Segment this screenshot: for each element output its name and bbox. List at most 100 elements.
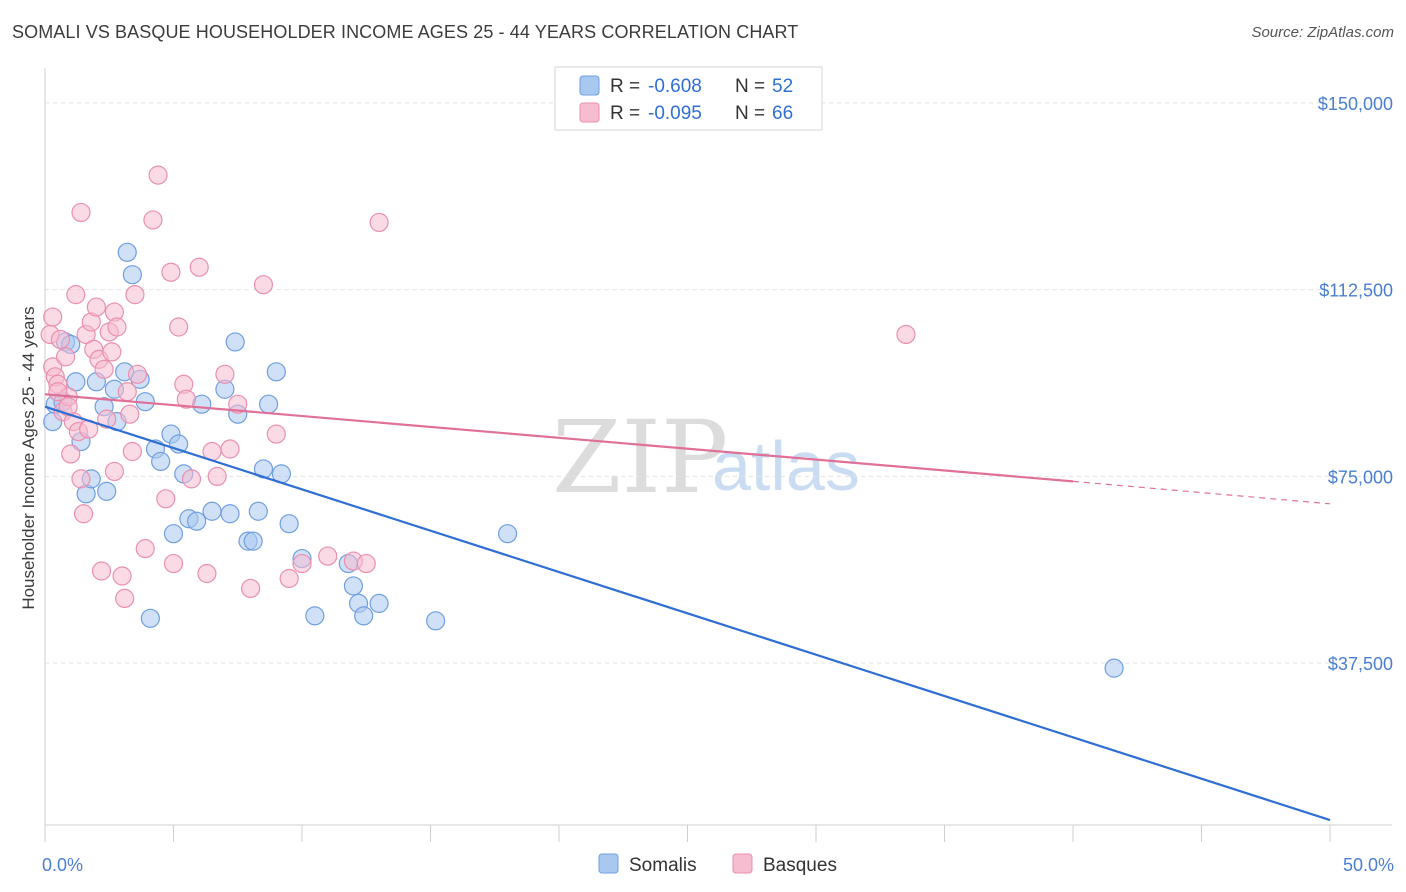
data-point (122, 265, 142, 285)
data-point (266, 424, 286, 444)
grid-lines (45, 102, 1392, 664)
data-point (202, 501, 222, 521)
data-point (248, 501, 268, 521)
axes (44, 68, 1392, 842)
data-point (356, 553, 376, 574)
data-point (292, 553, 312, 574)
bottom-legend-label-basques: Basques (763, 855, 837, 876)
data-point (369, 212, 389, 233)
data-point (91, 561, 112, 581)
data-point (104, 461, 124, 482)
data-point (318, 546, 338, 566)
legend-n-value-somalis: 52 (772, 76, 793, 97)
legend-n-label-somalis: N = (735, 76, 765, 97)
data-point (243, 531, 263, 551)
data-point (176, 389, 196, 409)
data-point (161, 262, 181, 282)
data-point (58, 397, 78, 417)
data-point (220, 504, 240, 524)
data-point (127, 364, 148, 384)
data-point (253, 275, 274, 295)
data-point (117, 382, 137, 402)
data-point (117, 242, 137, 262)
trend-line-somalis (44, 405, 1331, 822)
data-point (197, 563, 217, 584)
data-point (220, 439, 240, 459)
data-point (73, 504, 94, 524)
data-point (163, 553, 184, 574)
data-point (305, 606, 325, 626)
y-tick-label: $150,000 (1318, 94, 1393, 114)
legend: R = -0.608 N = 52 R = -0.095 N = 66 (554, 66, 823, 131)
data-point (369, 593, 389, 613)
trend-line-extension-basques (1072, 480, 1331, 505)
data-point (896, 324, 916, 345)
trend-line-basques (44, 393, 1074, 483)
bottom-legend-swatch-somalis (598, 853, 619, 874)
legend-r-value-somalis: -0.608 (648, 76, 702, 97)
legend-r-label-basques: R = (610, 103, 640, 124)
data-point (241, 578, 261, 599)
legend-n-value-basques: 66 (772, 103, 793, 124)
legend-box (554, 66, 823, 131)
legend-r-label-somalis: R = (610, 76, 640, 97)
data-point (187, 511, 207, 531)
data-point (48, 382, 68, 402)
tick-labels: $37,500 $75,000 $112,500 $150,000 0.0% 50.0% (42, 94, 1394, 875)
bottom-legend-swatch-basques (732, 853, 753, 874)
data-point (266, 362, 286, 382)
data-point (228, 394, 248, 414)
data-point (71, 469, 91, 489)
data-point (112, 566, 132, 586)
data-point (148, 165, 168, 185)
data-point (498, 524, 518, 544)
data-point (426, 611, 446, 631)
bottom-legend: Somalis Basques (598, 853, 837, 876)
data-point (94, 359, 114, 379)
data-point (354, 606, 374, 626)
watermark-zip: ZIP (552, 399, 728, 516)
data-point (156, 489, 176, 509)
data-point (181, 469, 202, 489)
data-point (120, 404, 140, 424)
y-tick-label: $75,000 (1328, 467, 1393, 487)
data-point (1104, 658, 1124, 678)
data-point (343, 576, 363, 596)
chart-title: SOMALI VS BASQUE HOUSEHOLDER INCOME AGES… (12, 22, 799, 42)
data-point (122, 441, 142, 462)
y-tick-label: $112,500 (1319, 281, 1393, 301)
data-point (61, 444, 81, 464)
data-point (225, 332, 245, 352)
legend-swatch-basques (579, 102, 600, 123)
series-basques (40, 165, 916, 609)
data-point (115, 588, 135, 609)
data-point (143, 210, 163, 230)
data-point (66, 285, 86, 305)
data-point (97, 481, 117, 501)
data-point (279, 568, 299, 589)
data-point (107, 317, 127, 337)
watermark-atlas: atlas (712, 427, 860, 505)
data-point (102, 342, 122, 362)
data-point (50, 329, 71, 350)
data-point (169, 317, 189, 337)
data-point (86, 297, 107, 317)
data-point (163, 524, 184, 544)
data-point (258, 394, 279, 414)
data-point (55, 347, 76, 367)
data-point (43, 307, 63, 327)
data-point (97, 409, 117, 429)
data-point (189, 257, 209, 277)
x-tick-label: 50.0% (1343, 855, 1394, 875)
legend-swatch-somalis (579, 75, 600, 96)
x-tick-label: 0.0% (42, 855, 83, 875)
data-point (279, 514, 299, 534)
data-point (125, 285, 145, 305)
legend-r-value-basques: -0.095 (648, 103, 702, 124)
legend-n-label-basques: N = (735, 103, 765, 124)
data-point (215, 364, 235, 384)
data-point (207, 466, 227, 486)
data-point (140, 608, 160, 628)
y-tick-label: $37,500 (1328, 654, 1393, 674)
